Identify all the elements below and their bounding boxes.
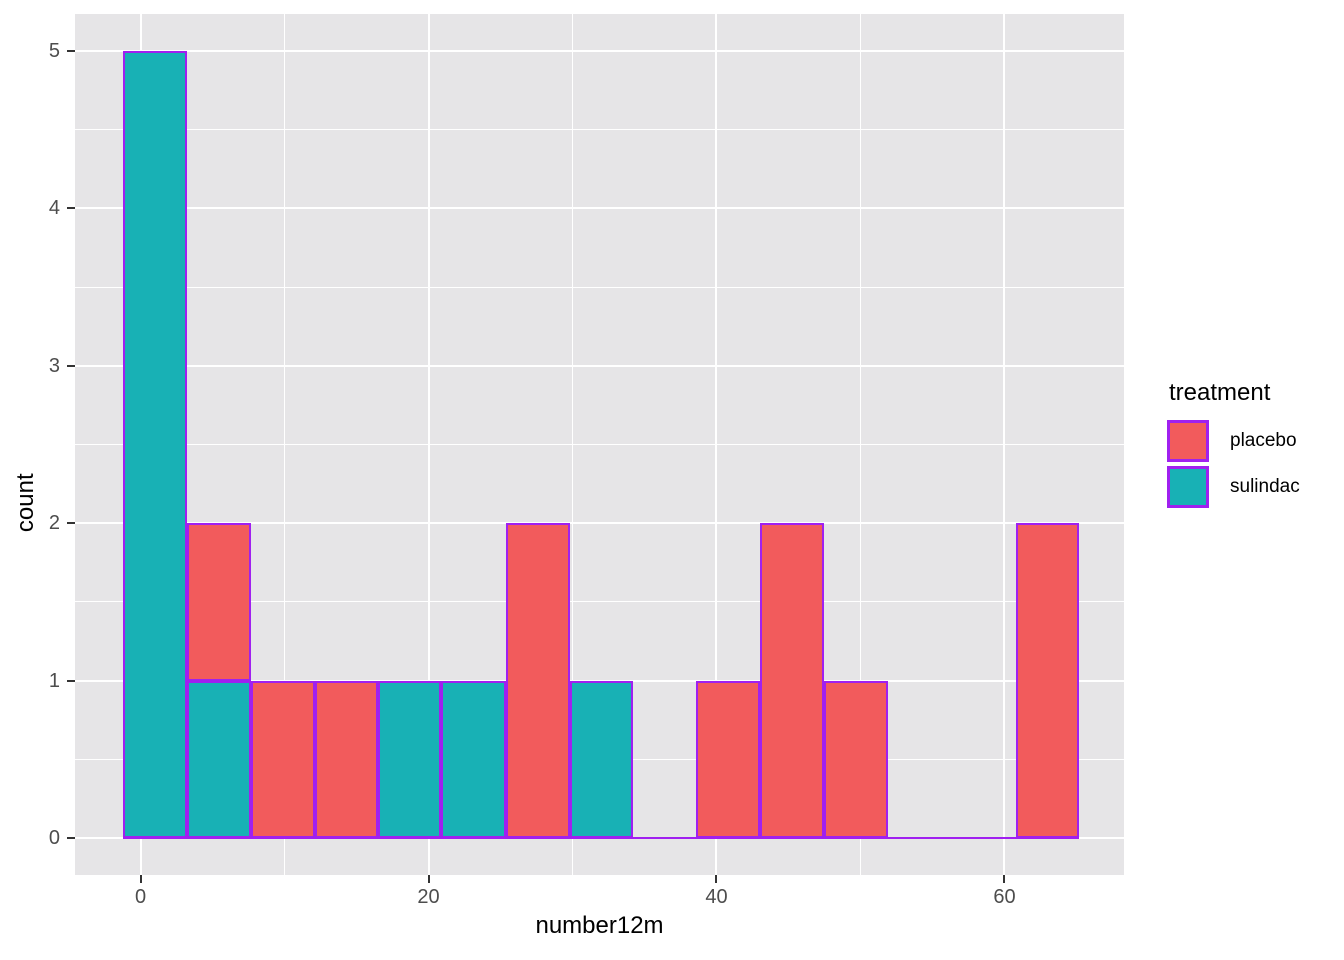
- histogram-bar-segment-sulindac: [186, 680, 252, 838]
- legend-item-placebo: placebo: [1167, 420, 1344, 462]
- histogram-baseline: [123, 837, 1080, 839]
- y-tick-label: 5: [48, 39, 60, 62]
- legend-label-sulindac: sulindac: [1230, 476, 1300, 497]
- plot-panel: [75, 14, 1124, 875]
- histogram-bar-segment-sulindac: [123, 50, 187, 838]
- histogram-bar-segment-placebo: [251, 680, 315, 838]
- x-major-gridline: [427, 14, 430, 875]
- x-minor-gridline: [572, 14, 573, 875]
- histogram-bar-segment-placebo: [314, 680, 379, 838]
- y-tick-mark: [67, 679, 75, 682]
- histogram-bar-segment-sulindac: [441, 680, 507, 838]
- x-tick-mark: [715, 875, 718, 883]
- x-tick-label: 0: [134, 886, 147, 908]
- histogram-bar-segment-placebo: [696, 680, 760, 838]
- y-tick-mark: [67, 522, 75, 525]
- histogram-bar-segment-placebo: [506, 523, 570, 838]
- y-minor-gridline: [75, 129, 1124, 131]
- y-minor-gridline: [75, 286, 1124, 288]
- y-major-gridline: [75, 522, 1124, 525]
- y-tick-mark: [67, 837, 75, 839]
- legend: treatment placebo sulindac: [1167, 379, 1344, 512]
- y-major-gridline: [75, 49, 1124, 52]
- y-tick-mark: [67, 364, 75, 367]
- histogram-bar-segment-placebo: [759, 523, 825, 838]
- x-axis-title: number12m: [535, 912, 664, 939]
- legend-item-sulindac: sulindac: [1167, 466, 1344, 508]
- y-minor-gridline: [75, 444, 1124, 445]
- legend-swatch-sulindac: [1167, 466, 1209, 508]
- histogram-bar-segment-placebo: [186, 523, 252, 681]
- histogram-bar-segment-placebo: [824, 680, 888, 838]
- legend-swatch-placebo: [1167, 420, 1209, 462]
- x-tick-label: 40: [705, 886, 728, 908]
- x-minor-gridline: [859, 14, 861, 875]
- x-major-gridline: [1003, 14, 1006, 875]
- y-tick-label: 1: [48, 669, 60, 692]
- y-major-gridline: [75, 207, 1124, 210]
- y-major-gridline: [75, 364, 1124, 367]
- y-tick-label: 3: [48, 354, 60, 377]
- y-tick-label: 2: [48, 512, 60, 535]
- x-minor-gridline: [284, 14, 285, 875]
- legend-label-placebo: placebo: [1230, 430, 1297, 451]
- histogram-bar-segment-sulindac: [378, 680, 442, 838]
- y-tick-mark: [67, 207, 75, 210]
- x-tick-label: 20: [417, 886, 440, 908]
- y-tick-label: 0: [48, 827, 60, 849]
- y-minor-gridline: [75, 601, 1124, 603]
- y-tick-mark: [67, 49, 75, 52]
- histogram-bar-segment-placebo: [1016, 523, 1080, 838]
- x-tick-mark: [139, 875, 142, 883]
- x-major-gridline: [715, 14, 718, 875]
- y-tick-label: 4: [48, 197, 60, 220]
- histogram-bar-segment-sulindac: [569, 680, 633, 838]
- y-axis-title: count: [12, 473, 39, 533]
- x-tick-mark: [1003, 875, 1006, 883]
- x-tick-mark: [427, 875, 430, 883]
- x-tick-label: 60: [993, 886, 1016, 908]
- legend-title: treatment: [1169, 379, 1271, 406]
